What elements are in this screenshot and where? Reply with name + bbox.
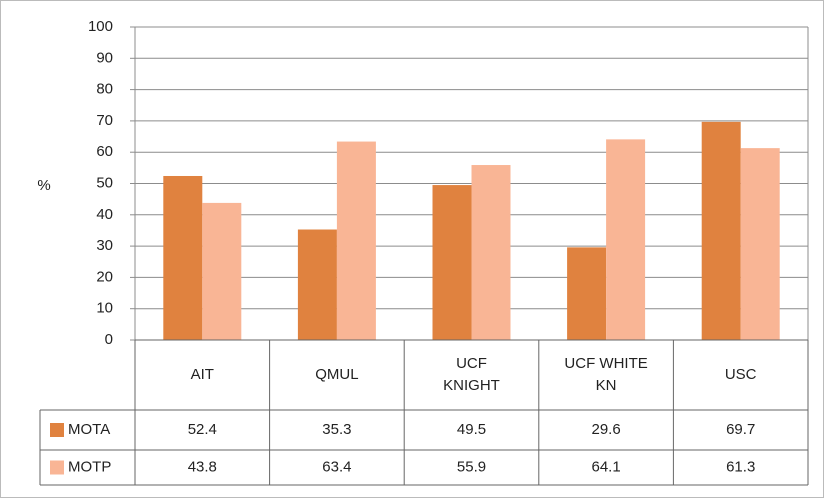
y-tick-label: 30 [96, 237, 113, 254]
legend-swatch [50, 423, 64, 437]
x-tick-label-cell: UCF KNIGHT [404, 340, 539, 410]
y-tick-label: 20 [96, 268, 113, 285]
data-label: 55.9 [457, 458, 486, 475]
data-label: 63.4 [322, 458, 351, 475]
x-tick-label: UCF WHITE KN [564, 355, 648, 394]
bar [567, 247, 607, 340]
x-tick-label-box: UCF KNIGHT [404, 340, 539, 410]
x-tick-label-cell: AIT [135, 340, 270, 410]
data-label: 69.7 [726, 421, 755, 438]
bar [163, 175, 203, 340]
y-tick-label: 60 [96, 143, 113, 160]
data-label: 35.3 [322, 421, 351, 438]
data-label: 49.5 [457, 421, 486, 438]
y-tick-label: 50 [96, 174, 113, 191]
bar [471, 165, 511, 340]
data-label: 43.8 [188, 458, 217, 475]
legend-swatch [50, 460, 64, 475]
x-tick-label-box: AIT [135, 340, 270, 410]
bar [740, 148, 780, 340]
data-label: 61.3 [726, 458, 755, 475]
x-tick-label-box: QMUL [270, 340, 405, 410]
y-tick-label: 10 [96, 300, 113, 317]
x-tick-label: QMUL [315, 366, 359, 383]
x-tick-label: AIT [190, 366, 214, 383]
data-label: 52.4 [188, 421, 217, 438]
bar [701, 121, 741, 341]
legend-label: MOTA [68, 421, 110, 438]
data-label: 64.1 [591, 458, 620, 475]
x-tick-label-cell: QMUL [270, 340, 405, 410]
x-tick-label-cell: UCF WHITE KN [539, 340, 674, 410]
y-tick-label: 90 [96, 49, 113, 66]
bar [297, 229, 337, 340]
bar [606, 139, 646, 340]
y-tick-label: 100 [88, 18, 113, 35]
x-tick-label-box: USC [673, 340, 808, 410]
x-tick-label-box: UCF WHITE KN [539, 340, 674, 410]
y-tick-label: 40 [96, 206, 113, 223]
legend-label: MOTP [68, 458, 111, 475]
bar [432, 185, 472, 340]
x-tick-label-cell: USC [673, 340, 808, 410]
x-tick-label: UCF KNIGHT [443, 355, 500, 394]
data-label: 29.6 [591, 421, 620, 438]
y-tick-label: 70 [96, 112, 113, 129]
bar [336, 141, 376, 340]
y-tick-label: 80 [96, 81, 113, 98]
bar [202, 202, 242, 340]
y-tick-label: 0 [105, 331, 113, 348]
y-axis-label: % [37, 177, 50, 194]
x-tick-label: USC [724, 366, 757, 383]
